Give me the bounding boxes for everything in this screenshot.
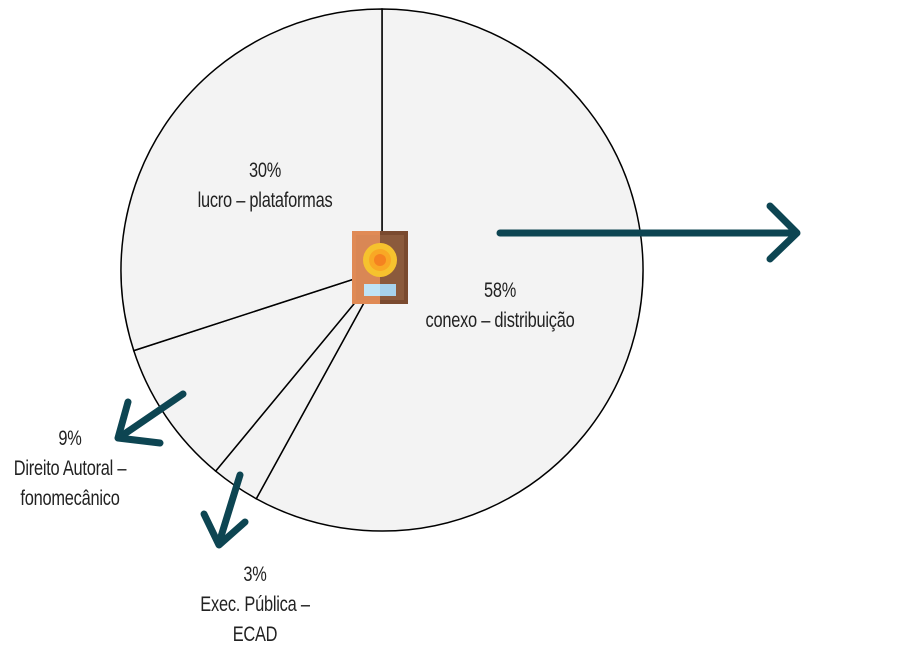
slice-percent-distribution: 58%: [483, 279, 517, 302]
arrow-down-left-icon: [114, 390, 187, 447]
slice-percent-copyright: 9%: [58, 427, 82, 450]
slice-label-distribution: 58% conexo – distribuição: [418, 276, 582, 336]
slice-name-platforms: lucro – plataformas: [197, 189, 333, 212]
slice-percent-ecad: 3%: [243, 563, 267, 586]
pie-slice-3: [120, 8, 383, 352]
slice-label-platforms: 30% lucro – plataformas: [183, 156, 347, 216]
arrow-down-icon: [200, 471, 249, 549]
slice-label-copyright: 9% Direito Autoral – fonomecânico: [0, 424, 140, 514]
slice-name-ecad-line2: ECAD: [232, 623, 278, 646]
slice-name-copyright-line2: fonomecânico: [20, 487, 120, 510]
slice-name-copyright-line1: Direito Autoral –: [13, 457, 127, 480]
slice-name-distribution: conexo – distribuição: [425, 309, 575, 332]
slice-name-ecad-line1: Exec. Pública –: [200, 593, 310, 616]
slice-label-ecad: 3% Exec. Pública – ECAD: [185, 560, 325, 650]
pie-slice-2: [132, 268, 385, 473]
pie-slices: [120, 8, 644, 532]
award-plaque-icon: [352, 231, 408, 304]
arrow-right-icon: [496, 202, 801, 263]
slice-percent-platforms: 30%: [248, 159, 282, 182]
pie-slice-0: [255, 8, 644, 532]
